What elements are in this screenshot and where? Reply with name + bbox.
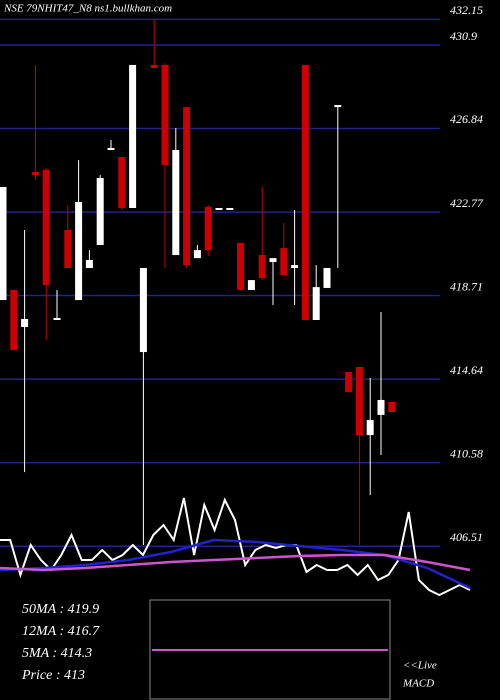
y-tick-label: 418.71: [450, 279, 483, 293]
y-tick-label: 422.77: [450, 196, 484, 210]
candle-body: [64, 229, 72, 268]
y-tick-label: 426.84: [450, 112, 483, 126]
candle-body: [312, 287, 320, 320]
candle-body: [150, 64, 158, 69]
candle-body: [53, 317, 61, 320]
y-tick-label: 432.15: [450, 3, 483, 17]
candle-body: [129, 64, 137, 208]
candle-body: [215, 207, 223, 210]
candle-body: [280, 248, 288, 275]
y-tick-label: 406.51: [450, 530, 483, 544]
y-tick-label: 410.58: [450, 446, 483, 460]
candle-body: [31, 172, 39, 176]
candle-body: [291, 265, 299, 268]
legend-text: 5MA : 414.3: [22, 646, 92, 661]
chart-title: NSE 79NHIT47_N8 ns1.bullkhan.com: [3, 3, 172, 15]
legend-text: Price : 413: [21, 668, 85, 683]
y-tick-label: 414.64: [450, 363, 483, 377]
candle-body: [172, 150, 180, 256]
candle-body: [355, 367, 363, 436]
candle-body: [247, 280, 255, 290]
indicator-line: [0, 538, 471, 590]
macd-label: MACD: [402, 678, 434, 690]
indicator-line: [0, 497, 471, 597]
candle-body: [345, 371, 353, 393]
candle-body: [0, 187, 7, 301]
candle-body: [10, 289, 18, 350]
candle-body: [85, 259, 93, 268]
candle-body: [388, 401, 396, 413]
indicator-line: [0, 553, 471, 572]
candle-body: [226, 207, 234, 210]
candle-body: [139, 267, 147, 353]
candle-body: [258, 255, 266, 279]
candle-body: [334, 105, 342, 108]
candle-body: [323, 267, 331, 288]
candle-body: [42, 169, 50, 286]
candle-body: [237, 242, 245, 290]
candle-body: [96, 177, 104, 245]
candle-body: [75, 202, 83, 301]
candle-body: [269, 258, 277, 263]
candle-body: [21, 318, 29, 327]
candle-body: [366, 420, 374, 436]
candle-body: [107, 147, 115, 151]
live-label: <<Live: [403, 660, 437, 672]
y-tick-label: 430.9: [450, 29, 477, 43]
candle-body: [118, 157, 126, 208]
legend-text: 12MA : 416.7: [22, 624, 100, 639]
candle-body: [301, 64, 309, 320]
candle-body: [183, 107, 191, 266]
candle-body: [193, 250, 201, 259]
candle-body: [204, 206, 212, 251]
candle-body: [161, 64, 169, 166]
macd-box: [149, 599, 391, 700]
legend-text: 50MA : 419.9: [22, 602, 99, 617]
candle-body: [377, 399, 385, 415]
